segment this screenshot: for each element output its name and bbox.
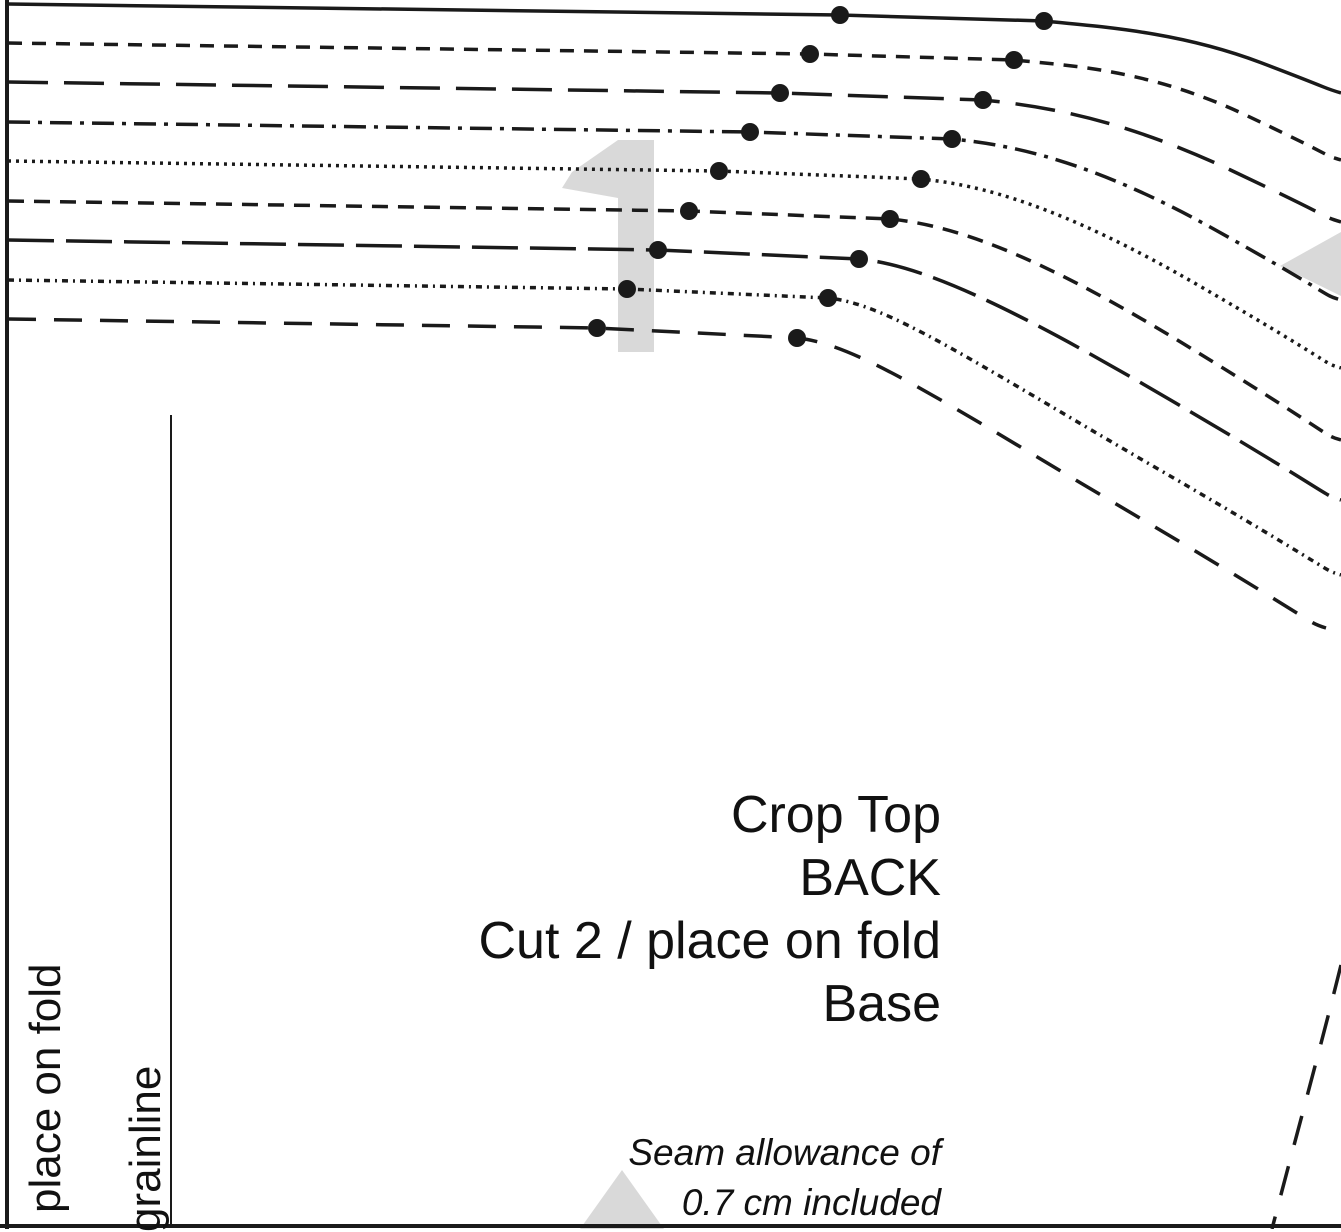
watermark <box>562 140 1341 1229</box>
size-dot <box>881 210 899 228</box>
size-line-medium-dash <box>7 199 1341 442</box>
triangle-notch-icon <box>1280 232 1341 296</box>
size-dot <box>1005 51 1023 69</box>
piece-label-part: BACK <box>799 849 941 907</box>
piece-label-cut: Cut 2 / place on fold <box>478 912 941 970</box>
size-dot <box>618 280 636 298</box>
seam-note: Seam allowance of 0.7 cm included <box>628 1128 941 1228</box>
size-dot <box>912 170 930 188</box>
size-dot <box>680 202 698 220</box>
size-line-dash-dot <box>7 120 1341 302</box>
seam-note-line1: Seam allowance of <box>628 1132 941 1173</box>
fold-label: place on fold <box>21 963 70 1213</box>
size-line-long-short-dash <box>7 238 1341 502</box>
size-dot <box>974 91 992 109</box>
size-line-dotted <box>7 159 1341 370</box>
size-dot <box>588 319 606 337</box>
size-line-solid <box>7 2 1341 95</box>
size-dot <box>819 289 837 307</box>
size-line-dense-dot <box>7 278 1341 577</box>
size-dot <box>741 123 759 141</box>
side-seam-line <box>1270 964 1341 1229</box>
size-line-dash <box>7 317 1327 630</box>
size-dot <box>649 241 667 259</box>
size-dot <box>1035 12 1053 30</box>
size-lines <box>7 2 1341 630</box>
seam-note-line2: 0.7 cm included <box>681 1182 941 1223</box>
size-dot <box>831 6 849 24</box>
size-line-short-dash <box>7 41 1341 162</box>
size-line-long-dash <box>7 80 1341 224</box>
size-dots <box>588 6 1053 347</box>
size-dot <box>771 84 789 102</box>
piece-label-size: Base <box>822 975 941 1033</box>
watermark-digit-one <box>562 140 654 352</box>
piece-label: Crop Top BACK Cut 2 / place on fold Base <box>478 784 941 1036</box>
size-dot <box>943 130 961 148</box>
size-dot <box>850 250 868 268</box>
triangle-notch-icon <box>580 1170 664 1229</box>
size-dot <box>801 45 819 63</box>
piece-label-title: Crop Top <box>730 786 941 844</box>
size-dot <box>788 329 806 347</box>
grainline-label: grainline <box>121 1065 170 1232</box>
size-dot <box>710 162 728 180</box>
